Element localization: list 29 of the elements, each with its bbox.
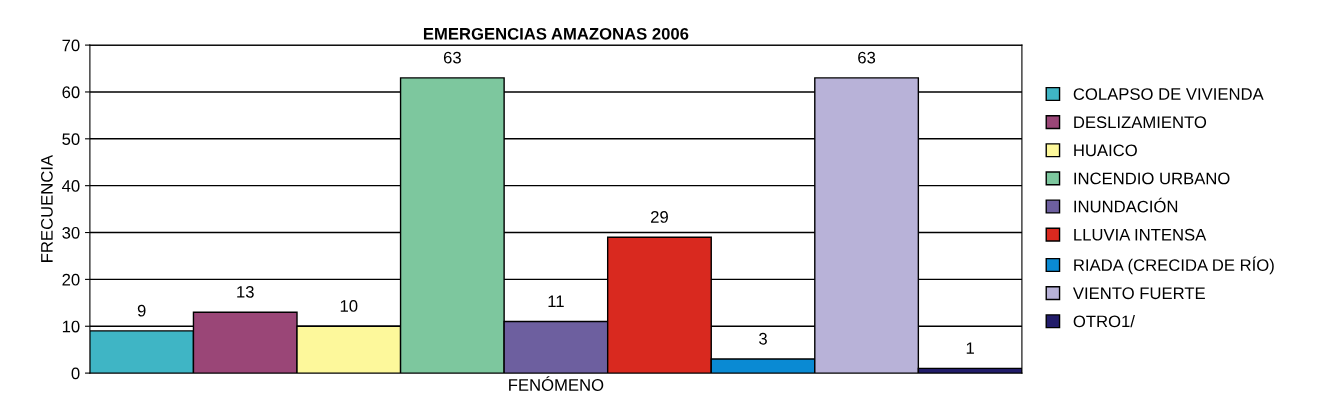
y-tick-label: 30 — [62, 226, 80, 239]
legend-label: VIENTO FUERTE — [1072, 287, 1205, 300]
data-label: 13 — [237, 285, 254, 298]
y-tick-label: 10 — [62, 320, 80, 333]
legend-label: DESLIZAMIENTO — [1074, 116, 1207, 129]
y-tick-label: 50 — [62, 133, 80, 146]
legend-label: COLAPSO DE VIVIENDA — [1073, 88, 1264, 100]
y-tick-label: 0 — [71, 367, 80, 380]
data-label: 29 — [651, 211, 668, 223]
legend-label: RIADA (CRECIDA DE RÍO) — [1074, 256, 1274, 275]
chart-title: EMERGENCIAS AMAZONAS 2006 — [423, 27, 689, 40]
y-tick-label: 70 — [62, 39, 80, 52]
data-label: 3 — [759, 332, 767, 345]
data-label: 63 — [858, 51, 876, 64]
data-label: 11 — [548, 295, 564, 307]
x-axis-title: FENÓMENO — [509, 376, 604, 391]
legend-label: INUNDACIÓN — [1074, 197, 1178, 213]
legend-label: LLUVIA INTENSA — [1074, 228, 1207, 241]
y-axis-title: FRECUENCIA — [40, 154, 53, 262]
data-label: 10 — [340, 300, 358, 312]
legend-label: HUAICO — [1074, 144, 1137, 157]
data-label: 1 — [966, 342, 974, 354]
y-tick-label: 60 — [62, 86, 80, 99]
data-label: 63 — [443, 51, 461, 64]
legend-label: INCENDIO URBANO — [1074, 172, 1230, 185]
legend-label: OTRO1/ — [1073, 315, 1135, 328]
y-tick-label: 20 — [62, 273, 80, 286]
y-tick-label: 40 — [62, 180, 80, 192]
data-label: 9 — [137, 304, 146, 317]
